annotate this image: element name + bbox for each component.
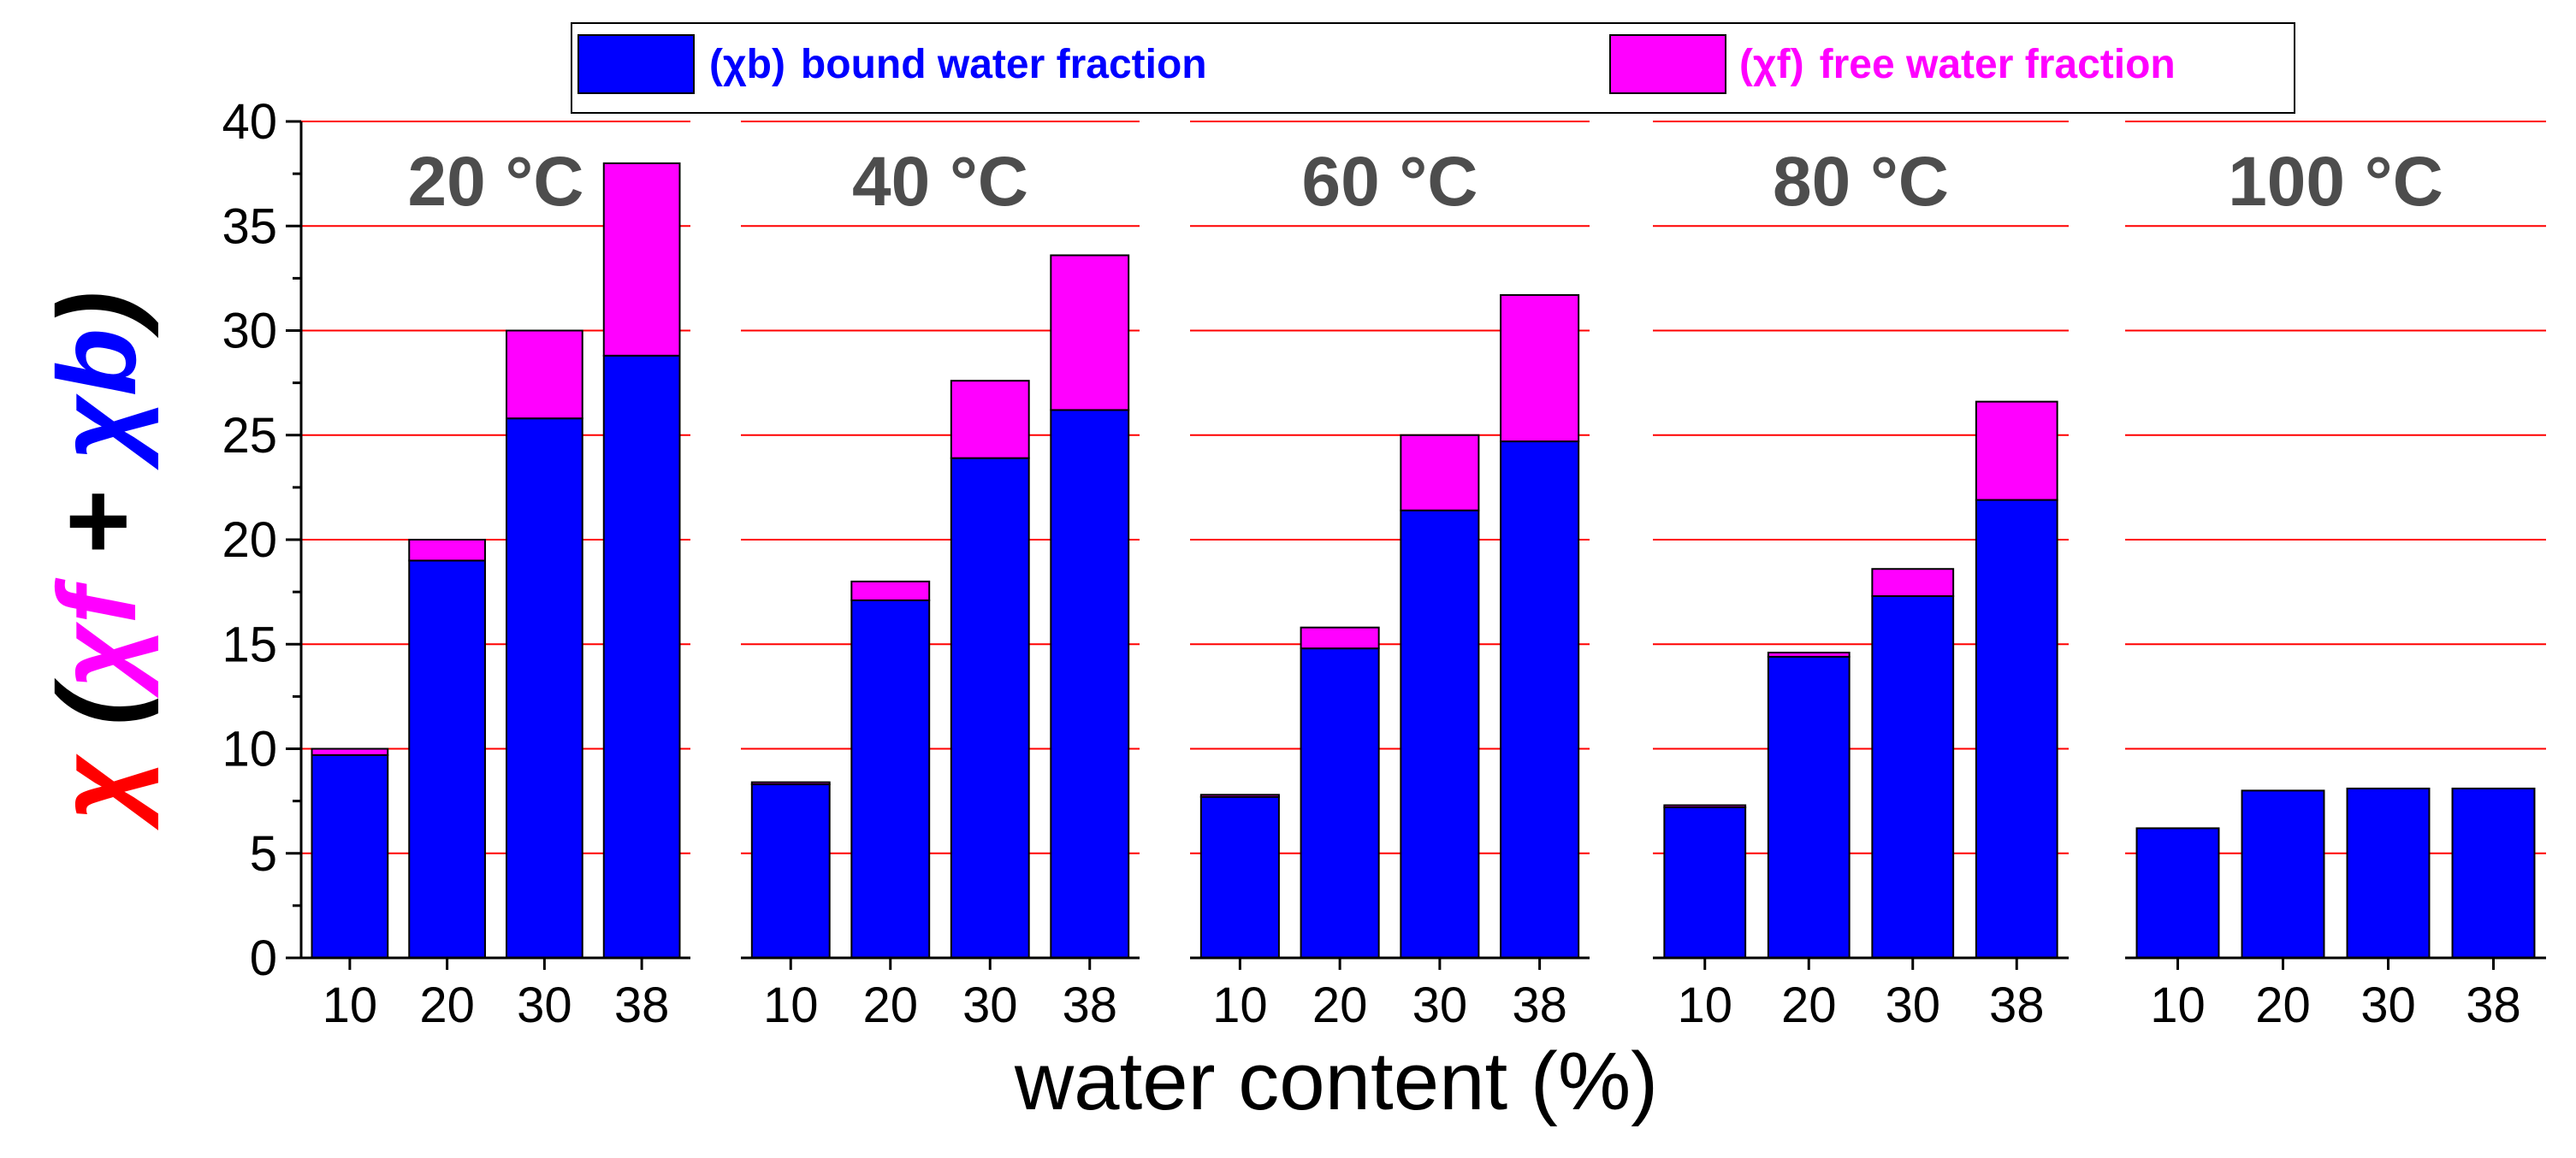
y-tick-label: 20 <box>222 512 277 568</box>
y-axis: 0 5 10 15 20 25 30 35 40 <box>222 94 303 986</box>
bar-bound <box>750 783 831 959</box>
bar-bound <box>602 354 681 959</box>
bar-bound <box>950 457 1030 959</box>
x-tick-label: 10 <box>2150 978 2206 1033</box>
bar-bound <box>2346 787 2431 960</box>
bar-free <box>1871 568 1955 598</box>
x-tick-label: 30 <box>1412 978 1468 1033</box>
y-tick-label: 25 <box>222 408 277 464</box>
bar-bound <box>850 599 931 960</box>
x-tick-label: 20 <box>2255 978 2311 1033</box>
bar-bound <box>506 417 583 959</box>
y-title-plus: + <box>34 460 159 587</box>
panel-title: 40 °C <box>852 143 1028 221</box>
legend-symbol-free: (χf) <box>1739 42 1804 87</box>
bar-bound <box>1871 595 1955 959</box>
x-tick-label: 20 <box>1781 978 1837 1033</box>
panel-2: 60 °C 10 20 30 38 <box>1190 121 1590 1033</box>
x-axis-title: water content (%) <box>1014 1036 1658 1127</box>
legend: (χb) bound water fraction (χf) free water … <box>571 22 2295 114</box>
y-tick-label: 10 <box>222 722 277 777</box>
legend-swatch-bound <box>577 34 695 94</box>
x-tick-label: 20 <box>1312 978 1368 1033</box>
x-tick-label: 38 <box>1062 978 1117 1033</box>
x-tick-label: 20 <box>419 978 475 1033</box>
panel-1: 40 °C 10 20 30 38 <box>741 121 1140 1033</box>
y-tick-label: 5 <box>250 826 277 882</box>
bar-free <box>1199 794 1280 798</box>
x-tick-label: 10 <box>1677 978 1732 1033</box>
bar-free <box>1400 434 1480 511</box>
panel-title: 80 °C <box>1773 143 1949 221</box>
y-tick-label: 40 <box>222 94 277 150</box>
legend-box <box>571 22 2295 114</box>
bar-free <box>950 380 1030 459</box>
x-tick-label: 10 <box>763 978 819 1033</box>
legend-text-free: free water fraction <box>1820 42 2176 87</box>
y-axis-title: χ (χf + χb) <box>34 292 159 831</box>
x-tick-label: 38 <box>1989 978 2045 1033</box>
bar-bound <box>1767 655 1851 959</box>
bar-bound <box>1975 499 2058 959</box>
bar-free <box>602 162 681 357</box>
bar-bound <box>1300 647 1380 959</box>
x-tick-label: 10 <box>1212 978 1268 1033</box>
y-title-chi-b: χb <box>34 328 159 471</box>
y-tick-label: 35 <box>222 198 277 254</box>
bar-bound <box>2135 827 2220 959</box>
bar-free <box>1050 254 1130 411</box>
y-title-chi: χ <box>34 753 159 830</box>
bar-free <box>311 747 389 756</box>
bar-bound <box>1663 806 1747 960</box>
y-tick-label: 15 <box>222 617 277 672</box>
x-tick-label: 38 <box>2466 978 2521 1033</box>
panel-title: 100 °C <box>2228 143 2443 221</box>
legend-label-free: (χf) free water fraction <box>1739 42 2176 87</box>
legend-text-bound: bound water fraction <box>801 42 1207 87</box>
bar-free <box>750 781 831 786</box>
bar-bound <box>1050 409 1130 960</box>
bar-free <box>1663 804 1747 808</box>
bar-bound <box>1500 440 1580 959</box>
panel-3: 80 °C 10 20 30 38 <box>1653 121 2069 1033</box>
bar-free <box>1767 652 1851 658</box>
legend-swatch-free <box>1609 34 1726 94</box>
x-tick-label: 38 <box>614 978 670 1033</box>
bar-bound <box>2241 789 2325 960</box>
x-tick-label: 30 <box>962 978 1018 1033</box>
bar-bound <box>311 753 389 960</box>
panel-4: 100 °C 10 20 30 38 <box>2125 121 2546 1033</box>
bar-free <box>1975 400 2058 501</box>
y-tick-label: 0 <box>250 931 277 986</box>
bar-free <box>1300 626 1380 650</box>
panel-title: 60 °C <box>1301 143 1477 221</box>
y-title-chi-f: χf <box>34 577 159 699</box>
bar-bound <box>408 559 486 959</box>
x-tick-label: 20 <box>862 978 918 1033</box>
legend-symbol-bound: (χb) <box>709 42 785 87</box>
panel-0: 20 °C 10 20 30 38 <box>301 121 690 1033</box>
x-tick-label: 30 <box>517 978 572 1033</box>
bar-bound <box>1400 509 1480 959</box>
bar-free <box>850 580 931 601</box>
x-tick-label: 10 <box>323 978 378 1033</box>
bar-free <box>408 539 486 562</box>
panel-title: 20 °C <box>407 143 583 221</box>
bar-bound <box>1199 795 1280 959</box>
y-tick-label: 30 <box>222 304 277 359</box>
x-tick-label: 30 <box>2360 978 2416 1033</box>
bar-free <box>1500 293 1580 443</box>
bar-free <box>506 329 583 420</box>
x-tick-label: 30 <box>1885 978 1940 1033</box>
x-tick-label: 38 <box>1512 978 1567 1033</box>
legend-label-bound: (χb) bound water fraction <box>709 42 1207 87</box>
y-title-open: ( <box>34 677 159 756</box>
bar-bound <box>2451 787 2536 960</box>
